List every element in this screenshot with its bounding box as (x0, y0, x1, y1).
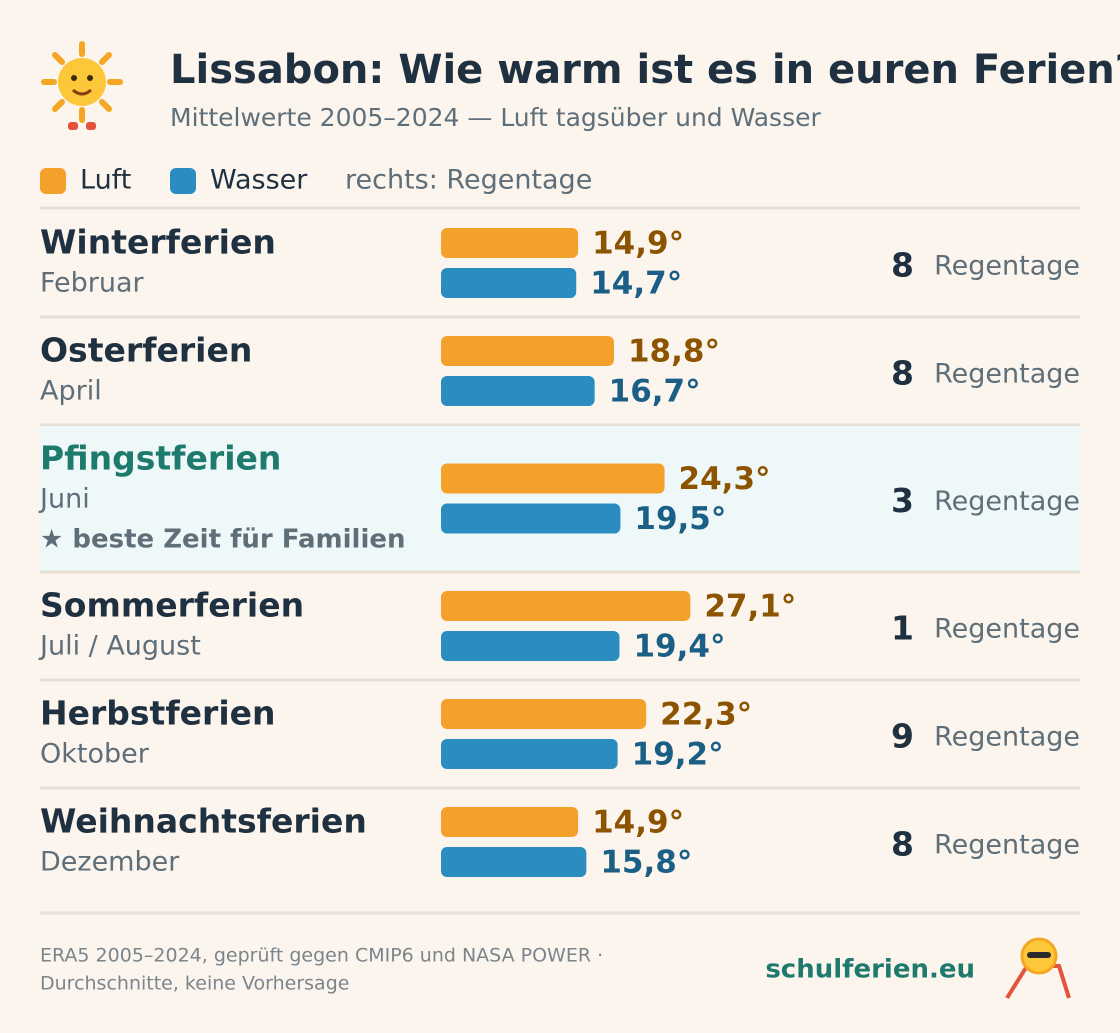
highlight-background (40, 426, 1080, 571)
category-label: Winterferien (40, 223, 276, 262)
bar (441, 503, 621, 534)
category-label: Herbstferien (40, 694, 276, 733)
bar (441, 739, 618, 769)
sun-icon (41, 41, 123, 130)
value-label: 16,7° (609, 374, 701, 410)
value-label: 19,5° (634, 501, 726, 537)
legend-swatch (40, 168, 66, 194)
value-label: 24,3° (679, 461, 771, 497)
category-subtitle: Juni (38, 484, 90, 515)
legend-note: rechts: Regentage (345, 165, 592, 196)
rain-days-unit: Regentage (934, 251, 1080, 282)
value-label: 14,9° (592, 805, 684, 841)
legend-label: Wasser (210, 165, 308, 196)
chart-subtitle: Mittelwerte 2005–2024 — Luft tagsüber un… (170, 103, 821, 132)
source-line: Durchschnitte, keine Vorhersage (40, 973, 349, 995)
source-line: ERA5 2005–2024, geprüft gegen CMIP6 und … (40, 945, 603, 967)
value-label: 14,7° (590, 266, 682, 302)
category-subtitle: Juli / August (38, 631, 201, 662)
bar (441, 336, 614, 366)
bar (441, 228, 579, 258)
brand: schulferien.eu (765, 955, 975, 985)
rain-days-unit: Regentage (934, 614, 1080, 645)
legend-label: Luft (80, 165, 131, 196)
category-label: Osterferien (40, 331, 252, 370)
bar (441, 699, 647, 729)
rows: Winterferien Februar 14,9° 14,7° 8 Regentage O… (38, 223, 1080, 881)
bar (441, 631, 620, 661)
category-subtitle: Dezember (40, 847, 180, 878)
bar (441, 268, 577, 298)
value-label: 19,2° (632, 737, 724, 773)
category-label: Weihnachtsferien (40, 802, 367, 841)
category-subtitle: Oktober (40, 739, 150, 770)
category-label: Sommerferien (40, 586, 304, 625)
category-subtitle: April (40, 376, 102, 407)
value-label: 19,4° (633, 629, 725, 665)
bar (441, 847, 587, 877)
rain-days-value: 8 (891, 246, 914, 285)
category-label: Pfingstferien (40, 439, 281, 478)
legend: Luft Wasser (40, 165, 1080, 210)
rain-days-unit: Regentage (934, 722, 1080, 753)
rain-days-value: 1 (891, 609, 914, 648)
rain-days-unit: Regentage (934, 359, 1080, 390)
rain-days-unit: Regentage (934, 830, 1080, 861)
rain-days-unit: Regentage (934, 486, 1080, 517)
bar (441, 376, 595, 406)
value-label: 15,8° (600, 845, 692, 881)
bar (441, 807, 579, 837)
highlight-note: ★ beste Zeit für Familien (40, 525, 406, 555)
category-subtitle: Februar (40, 268, 145, 299)
value-label: 14,9° (592, 226, 684, 262)
rain-days-value: 8 (891, 825, 914, 864)
legend-swatch (170, 168, 196, 194)
value-label: 18,8° (628, 334, 720, 370)
rain-days-value: 3 (891, 481, 914, 520)
chart-title: Lissabon: Wie warm ist es in euren Ferie… (170, 47, 1120, 93)
rain-days-value: 8 (891, 354, 914, 393)
rain-days-value: 9 (891, 717, 914, 756)
bar (441, 591, 691, 621)
bar (441, 463, 665, 494)
value-label: 22,3° (660, 697, 752, 733)
value-label: 27,1° (704, 589, 796, 625)
sun-chair-icon (1005, 937, 1071, 1000)
